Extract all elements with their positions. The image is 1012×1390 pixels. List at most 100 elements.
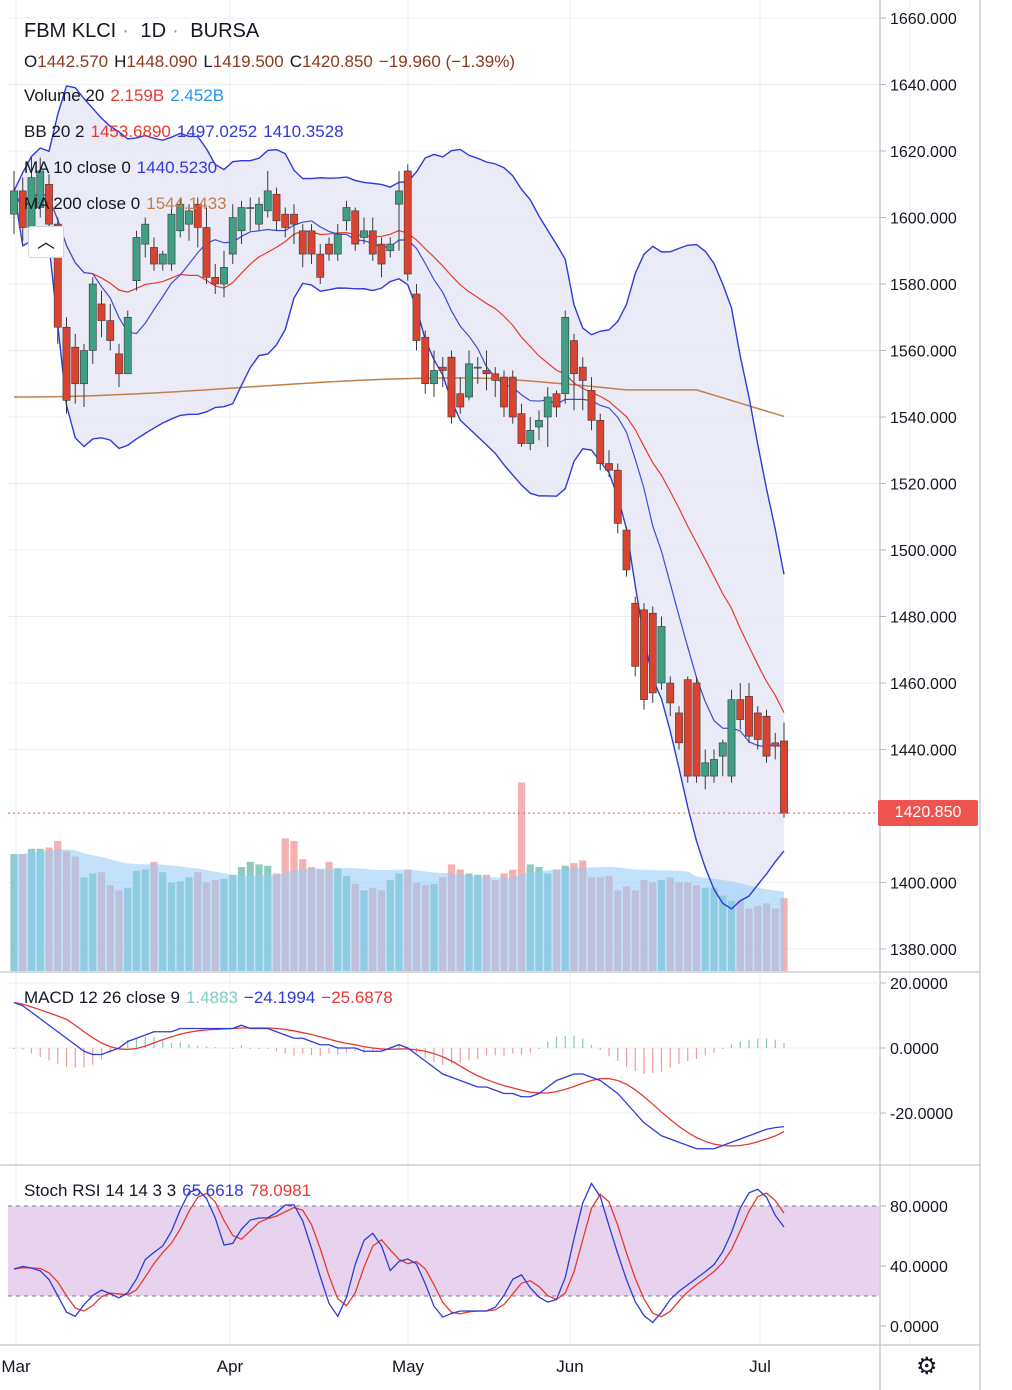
macd-hist-bar <box>652 1048 654 1074</box>
macd-hist-bar <box>39 1048 41 1057</box>
candle <box>106 303 115 351</box>
candle <box>473 357 482 384</box>
macd-hist-bar <box>739 1041 741 1048</box>
candle-body <box>762 715 771 757</box>
candle <box>438 357 447 388</box>
candle-body <box>552 393 561 408</box>
candle <box>351 207 360 251</box>
gear-icon[interactable]: ⚙ <box>916 1353 938 1380</box>
candle <box>263 170 272 218</box>
interval: 1D <box>140 20 167 42</box>
candle <box>692 676 701 783</box>
time-tick-label: May <box>392 1357 425 1376</box>
macd-hist-bar <box>730 1044 733 1048</box>
macd-hist-bar <box>223 1047 225 1049</box>
volume-ma-area <box>14 849 784 971</box>
candle-body <box>298 230 307 255</box>
candle-body <box>342 207 351 222</box>
candle-body <box>62 326 71 401</box>
candle-body <box>106 320 115 341</box>
macd-hist-bar <box>590 1044 593 1048</box>
macd-hist-bar <box>678 1048 680 1064</box>
candle-body <box>596 420 605 464</box>
macd-hist-bar <box>503 1048 505 1056</box>
candle-body <box>692 682 701 777</box>
candle <box>18 177 27 241</box>
candle-body <box>500 376 508 408</box>
candle <box>771 732 780 760</box>
ohlc-legend: O1442.570 H1448.090 L1419.500 C1420.850 −19.… <box>24 52 515 71</box>
candle <box>141 217 150 258</box>
candle-body <box>45 183 53 225</box>
candle-body <box>307 230 316 255</box>
candle <box>88 277 97 364</box>
bollinger-fill <box>14 85 784 909</box>
candle-body <box>578 366 587 381</box>
macd-hist-bar <box>48 1048 50 1061</box>
macd-hist-bar <box>135 1037 138 1048</box>
candle <box>368 217 377 261</box>
candle-body <box>115 353 123 375</box>
candle <box>640 603 648 710</box>
candle-body <box>150 247 158 265</box>
candle-body <box>570 340 578 375</box>
macd-hist-bar <box>205 1046 208 1048</box>
candle-body <box>272 193 281 222</box>
macd-hist-bar <box>538 1048 540 1049</box>
candle <box>123 310 132 375</box>
macd-hist-bar <box>100 1048 103 1060</box>
macd-hist-bar <box>748 1039 750 1048</box>
candle <box>158 250 167 271</box>
candle-body <box>526 429 535 444</box>
price-tick-label: 1640.000 <box>890 78 957 95</box>
candle <box>298 224 307 268</box>
candle <box>403 164 412 281</box>
macd-hist-bar <box>127 1040 129 1048</box>
candle-body <box>80 350 88 385</box>
price-tick-label: 1560.000 <box>890 344 957 361</box>
macd-histogram <box>13 1035 785 1074</box>
macd-hist-bar <box>92 1048 94 1065</box>
macd-hist-bar <box>83 1048 85 1068</box>
candle <box>631 596 640 677</box>
macd-hist-bar <box>74 1048 76 1068</box>
candle <box>272 187 281 231</box>
macd-hist-bar <box>310 1048 313 1055</box>
price-tick-label: 1460.000 <box>890 676 957 693</box>
candle <box>430 350 438 398</box>
macd-hist-bar <box>547 1041 549 1048</box>
candle-body <box>561 316 570 395</box>
candle-body <box>237 207 246 232</box>
exchange: BURSA <box>190 20 260 42</box>
price-tick-label: 1440.000 <box>890 743 957 760</box>
ma10-legend: MA 10 close 0 1440.5230 <box>24 158 218 177</box>
macd-hist-bar <box>643 1048 645 1074</box>
candle-body <box>745 695 753 737</box>
macd-hist-bar <box>144 1036 146 1048</box>
macd-hist-bar <box>328 1048 330 1054</box>
candle <box>80 343 88 408</box>
price-tick-label: 1480.000 <box>890 610 957 627</box>
candle-body <box>517 413 526 444</box>
candle <box>342 200 351 231</box>
candle <box>552 390 561 417</box>
candle-body <box>438 366 447 371</box>
macd-hist-bar <box>617 1048 619 1061</box>
candle <box>97 290 106 338</box>
macd-hist-bar <box>599 1048 601 1050</box>
candle <box>465 350 473 401</box>
candle <box>596 413 605 471</box>
candle <box>10 170 18 235</box>
candle <box>447 350 456 424</box>
collapse-legend-button[interactable]: ︿ <box>28 226 64 258</box>
macd-hist-bar <box>625 1048 628 1068</box>
ma200-legend: MA 200 close 0 1544.1433 <box>24 194 227 213</box>
macd-hist-bar <box>13 1048 15 1049</box>
candle-body <box>351 210 360 245</box>
macd-hist-bar <box>398 1043 400 1048</box>
candle <box>753 706 762 750</box>
candle <box>762 709 771 763</box>
candle <box>62 317 71 414</box>
change-value: −19.960 (−1.39%) <box>378 52 515 71</box>
